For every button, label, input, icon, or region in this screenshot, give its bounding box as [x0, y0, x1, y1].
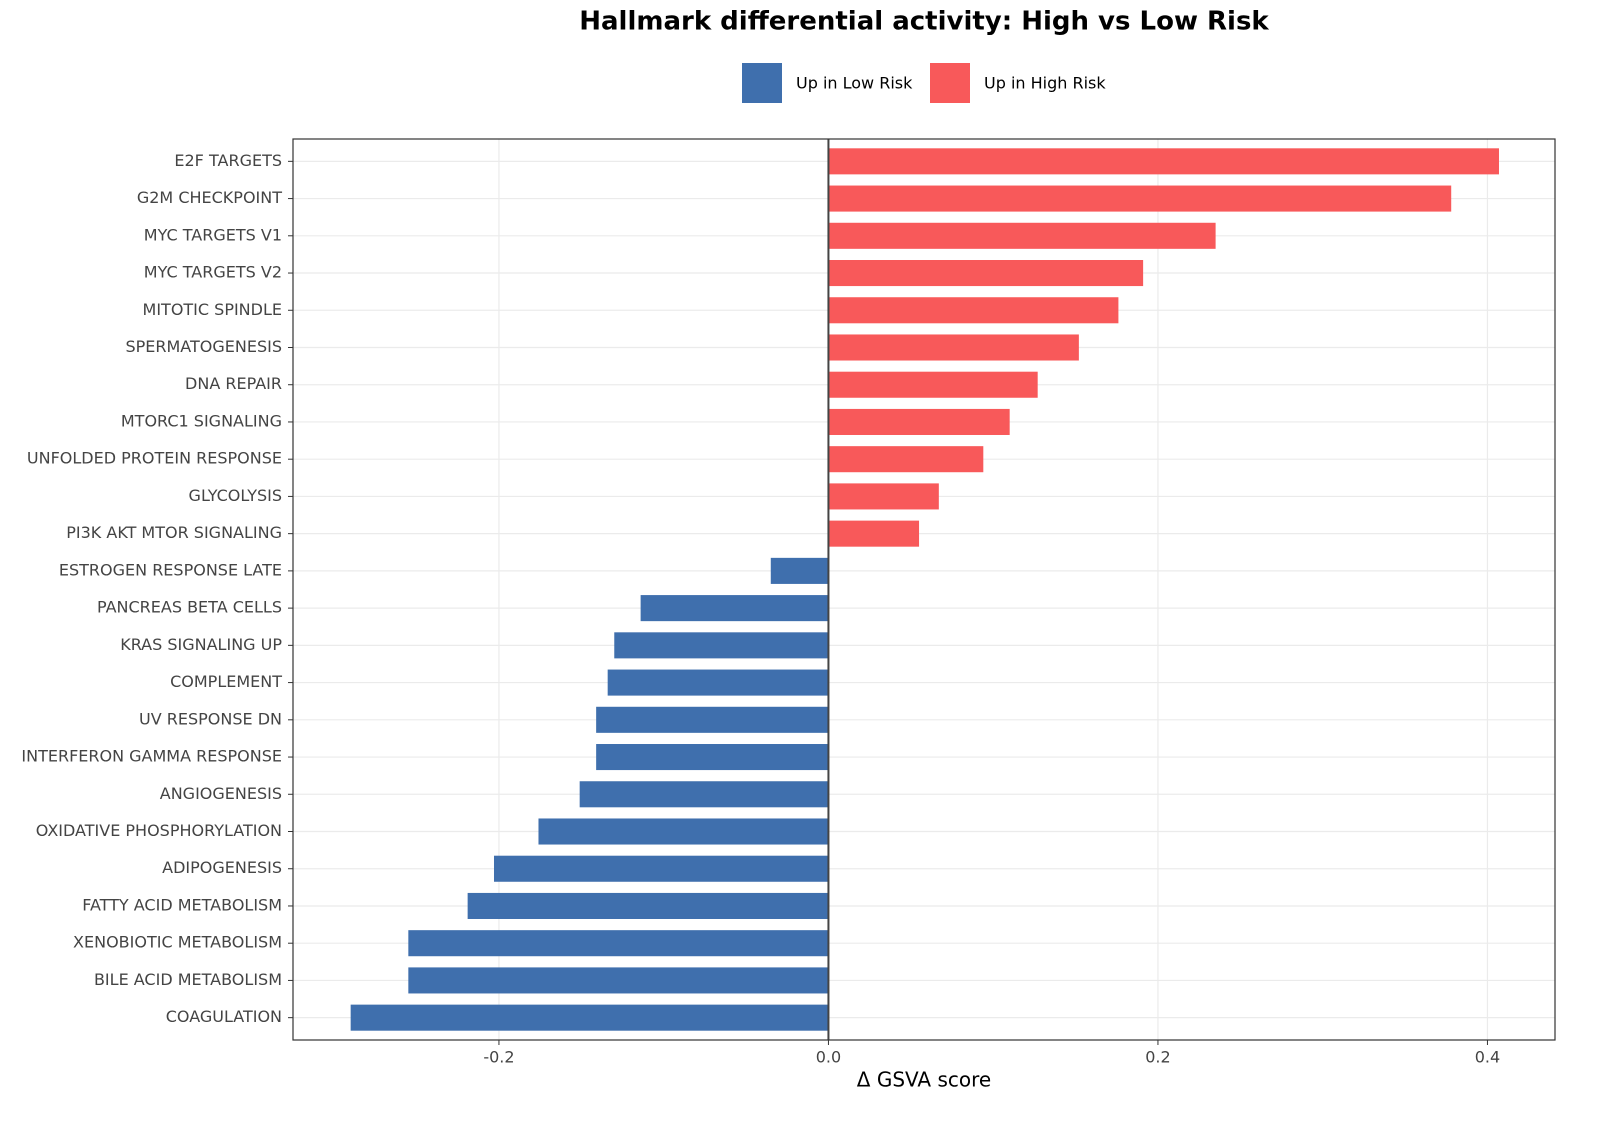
y-tick-label: OXIDATIVE PHOSPHORYLATION	[36, 821, 282, 840]
bar	[493, 855, 829, 882]
y-tick-label: G2M CHECKPOINT	[137, 188, 282, 207]
bar	[828, 483, 939, 510]
legend-swatch	[742, 63, 782, 103]
bar	[828, 408, 1010, 435]
bar	[828, 185, 1452, 212]
y-tick-label: PI3K AKT MTOR SIGNALING	[66, 523, 282, 542]
bar	[350, 1004, 829, 1031]
bar	[607, 669, 829, 696]
plot-border	[292, 138, 1556, 1041]
y-tick-label: ADIPOGENESIS	[162, 858, 282, 877]
bar	[828, 520, 920, 547]
y-tick-label: BILE ACID METABOLISM	[94, 970, 282, 989]
y-tick-label: FATTY ACID METABOLISM	[82, 895, 282, 914]
bar	[408, 967, 829, 994]
y-tick-label: MYC TARGETS V2	[144, 263, 282, 282]
y-tick-label: E2F TARGETS	[174, 151, 282, 170]
bar	[828, 260, 1144, 287]
bar	[828, 334, 1079, 361]
bar	[640, 595, 829, 622]
y-tick-label: INTERFERON GAMMA RESPONSE	[21, 747, 282, 766]
bar	[408, 930, 829, 957]
legend-label: Up in High Risk	[984, 74, 1106, 93]
bar	[828, 446, 984, 473]
y-tick-label: UV RESPONSE DN	[139, 709, 282, 728]
y-tick-label: MYC TARGETS V1	[144, 225, 282, 244]
bar	[828, 222, 1216, 249]
y-tick-label: PANCREAS BETA CELLS	[97, 598, 282, 617]
x-tick-label: 0.0	[816, 1048, 841, 1067]
bar	[828, 297, 1119, 324]
y-tick-label: UNFOLDED PROTEIN RESPONSE	[27, 449, 282, 468]
y-tick-label: MITOTIC SPINDLE	[143, 300, 282, 319]
y-tick-label: XENOBIOTIC METABOLISM	[73, 933, 282, 952]
bar	[770, 557, 829, 584]
y-tick-label: GLYCOLYSIS	[189, 486, 282, 505]
bar	[596, 744, 829, 771]
x-tick-label: -0.2	[483, 1048, 514, 1067]
x-tick-label: 0.4	[1475, 1048, 1500, 1067]
bar	[828, 148, 1499, 175]
bar	[614, 632, 829, 659]
legend-swatch	[930, 63, 970, 103]
y-tick-label: COMPLEMENT	[170, 672, 282, 691]
legend-label: Up in Low Risk	[796, 74, 913, 93]
bar	[467, 892, 829, 919]
y-tick-label: ESTROGEN RESPONSE LATE	[59, 560, 282, 579]
x-tick-label: 0.2	[1145, 1048, 1170, 1067]
y-tick-label: SPERMATOGENESIS	[125, 337, 282, 356]
y-tick-label: MTORC1 SIGNALING	[121, 411, 282, 430]
y-tick-label: ANGIOGENESIS	[160, 784, 282, 803]
bar	[579, 781, 829, 808]
y-tick-label: KRAS SIGNALING UP	[120, 635, 282, 654]
y-tick-label: DNA REPAIR	[185, 374, 282, 393]
bar	[538, 818, 829, 845]
y-tick-label: COAGULATION	[166, 1007, 282, 1026]
bar	[596, 706, 829, 733]
x-axis-label: Δ GSVA score	[857, 1068, 991, 1092]
bar	[828, 371, 1038, 398]
chart-title: Hallmark differential activity: High vs …	[579, 7, 1269, 37]
